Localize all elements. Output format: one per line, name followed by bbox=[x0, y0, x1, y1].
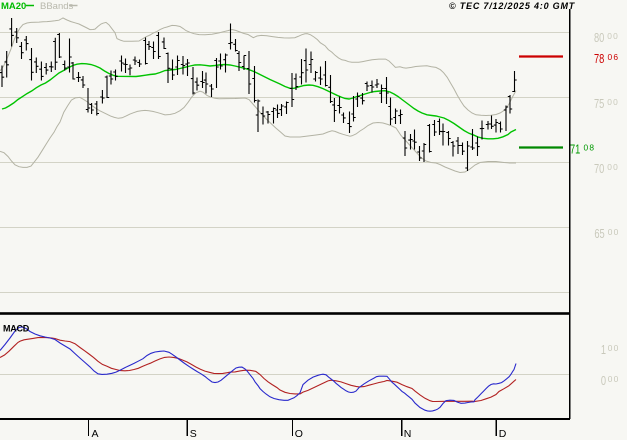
svg-text:75: 75 bbox=[594, 98, 604, 112]
svg-text:S: S bbox=[190, 428, 197, 440]
svg-text:© TEC 7/12/2025 4:0 GMT: © TEC 7/12/2025 4:0 GMT bbox=[449, 1, 576, 11]
svg-text:00: 00 bbox=[608, 227, 620, 237]
svg-text:78: 78 bbox=[594, 53, 604, 67]
svg-text:A: A bbox=[92, 428, 99, 440]
svg-text:1: 1 bbox=[601, 344, 606, 358]
svg-text:D: D bbox=[499, 428, 507, 440]
svg-text:65: 65 bbox=[594, 228, 604, 242]
svg-text:0: 0 bbox=[601, 375, 606, 389]
svg-text:00: 00 bbox=[607, 31, 619, 41]
svg-text:O: O bbox=[295, 428, 303, 440]
svg-text:N: N bbox=[404, 428, 412, 440]
svg-text:06: 06 bbox=[608, 52, 620, 62]
svg-text:MACD: MACD bbox=[3, 324, 30, 334]
svg-text:71: 71 bbox=[570, 143, 580, 157]
svg-text:00: 00 bbox=[607, 162, 619, 172]
svg-text:08: 08 bbox=[584, 143, 596, 153]
svg-text:00: 00 bbox=[608, 374, 620, 384]
svg-text:00: 00 bbox=[608, 343, 620, 353]
svg-text:00: 00 bbox=[607, 97, 619, 107]
svg-text:MA20: MA20 bbox=[1, 1, 26, 12]
svg-text:70: 70 bbox=[594, 163, 604, 177]
svg-text:80: 80 bbox=[594, 32, 604, 46]
svg-text:BBands: BBands bbox=[40, 1, 74, 12]
